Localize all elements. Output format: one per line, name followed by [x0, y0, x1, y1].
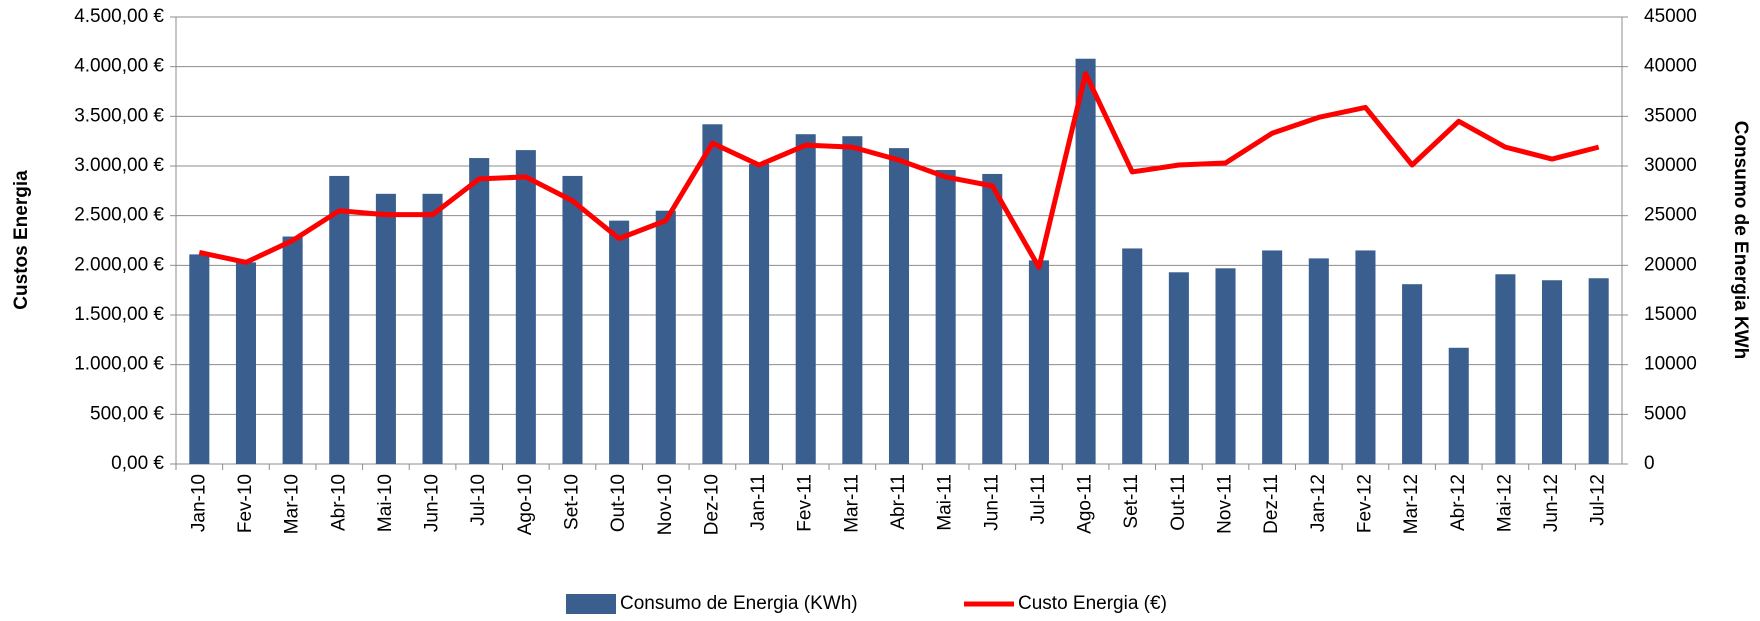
y-tick-label: 500,00 € [90, 403, 164, 424]
x-tick-label: Nov-11 [1215, 474, 1236, 534]
bar [609, 220, 630, 464]
y2-tick-label: 10000 [1644, 354, 1697, 375]
x-tick-label: Out-11 [1168, 474, 1189, 531]
bar [1588, 278, 1609, 464]
bar [1542, 280, 1563, 464]
x-tick-label: Jan-10 [188, 474, 209, 532]
y-tick-label: 2.500,00 € [74, 205, 164, 226]
bar [702, 124, 723, 464]
y-tick-label: 0,00 € [111, 453, 164, 474]
x-tick-label: Jun-11 [981, 474, 1002, 531]
legend-swatch [566, 594, 616, 614]
x-tick-label: Abr-12 [1448, 474, 1469, 531]
bar [1495, 274, 1516, 464]
bar [1122, 248, 1143, 464]
bar [982, 173, 1003, 465]
y-tick-label: 1.500,00 € [74, 304, 164, 325]
y2-tick-label: 15000 [1644, 304, 1697, 325]
bar [1402, 284, 1423, 464]
x-tick-label: Nov-10 [655, 474, 676, 535]
bar [795, 134, 816, 465]
bar [235, 262, 256, 464]
bar [1355, 250, 1376, 464]
bar [935, 169, 956, 464]
x-tick-label: Jun-12 [1541, 474, 1562, 532]
x-tick-label: Dez-10 [701, 474, 722, 535]
y-tick-label: 4.000,00 € [74, 56, 164, 77]
x-tick-label: Mai-10 [375, 474, 396, 532]
x-tick-label: Jul-12 [1588, 474, 1609, 526]
y2-tick-label: 25000 [1644, 205, 1697, 226]
y-tick-label: 4.500,00 € [74, 6, 164, 27]
x-tick-label: Set-11 [1121, 474, 1142, 529]
x-tick-label: Fev-10 [235, 474, 256, 533]
bar [515, 150, 536, 464]
bar [655, 210, 676, 464]
x-tick-label: Fev-11 [795, 474, 816, 532]
y2-tick-label: 45000 [1644, 6, 1697, 27]
x-tick-label: Fev-12 [1354, 474, 1375, 533]
y2-axis-title: Consumo de Energia KWh [1730, 121, 1751, 360]
legend-label: Custo Energia (€) [1018, 593, 1167, 614]
bar [422, 193, 443, 464]
bar [1262, 250, 1283, 464]
bar [749, 164, 770, 464]
x-tick-label: Mar-10 [282, 474, 303, 534]
x-tick-label: Mar-11 [841, 474, 862, 533]
bar [842, 136, 863, 464]
bar [469, 158, 490, 464]
x-tick-label: Jul-11 [1028, 474, 1049, 524]
bar [1075, 58, 1096, 464]
x-tick-label: Ago-10 [515, 474, 536, 535]
bar [189, 254, 210, 464]
y-tick-label: 3.000,00 € [74, 155, 164, 176]
bar [329, 175, 350, 464]
y-tick-label: 2.000,00 € [74, 254, 164, 275]
bar [1168, 272, 1189, 464]
y2-tick-label: 5000 [1644, 403, 1686, 424]
x-tick-label: Jan-12 [1308, 474, 1329, 532]
bar [888, 148, 910, 464]
bar [1215, 268, 1236, 464]
x-tick-label: Mai-12 [1494, 474, 1515, 532]
x-tick-label: Out-10 [608, 474, 629, 532]
y2-tick-label: 0 [1644, 453, 1655, 474]
x-tick-label: Mai-11 [935, 474, 956, 531]
x-tick-label: Jan-11 [748, 474, 769, 531]
y2-tick-label: 20000 [1644, 254, 1697, 275]
y2-tick-label: 30000 [1644, 155, 1697, 176]
bar [1448, 347, 1469, 464]
x-tick-label: Jul-10 [468, 474, 489, 526]
y-tick-label: 3.500,00 € [74, 105, 164, 126]
x-tick-label: Dez-11 [1261, 474, 1282, 534]
bar [1028, 260, 1049, 464]
y-axis-title: Custos Energia [11, 170, 32, 310]
bar [375, 193, 396, 464]
y-tick-label: 1.000,00 € [74, 354, 164, 375]
bar [1308, 258, 1329, 464]
legend-label: Consumo de Energia (KWh) [620, 593, 858, 614]
y2-tick-label: 40000 [1644, 56, 1697, 77]
x-tick-label: Abr-11 [888, 474, 909, 530]
x-tick-label: Ago-11 [1075, 474, 1096, 534]
x-tick-label: Abr-10 [328, 474, 349, 531]
line [198, 71, 1600, 270]
bar [562, 175, 583, 464]
x-tick-label: Mar-12 [1401, 474, 1422, 534]
bar [282, 236, 303, 464]
x-tick-label: Jun-10 [422, 474, 443, 532]
x-tick-label: Set-10 [561, 474, 582, 530]
y2-tick-label: 35000 [1644, 105, 1697, 126]
